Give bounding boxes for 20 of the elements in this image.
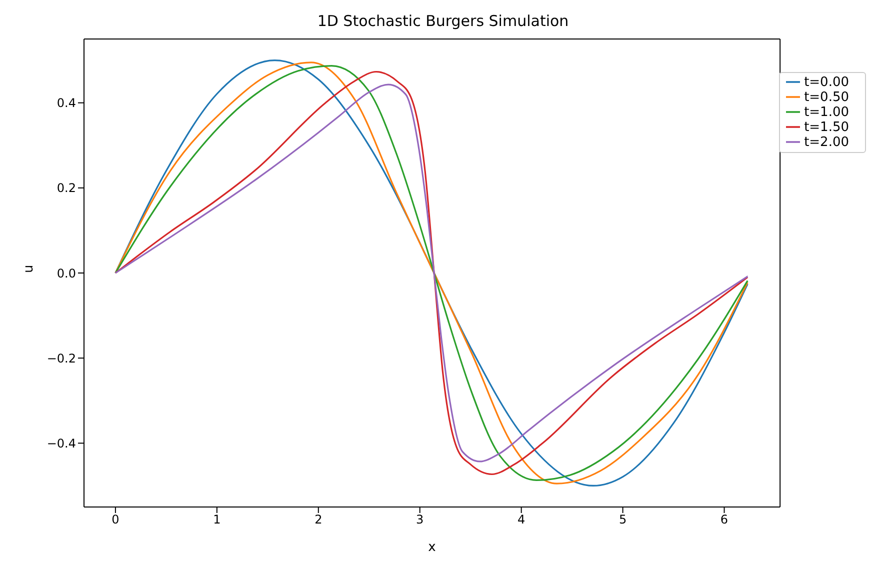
x-tick-label: 3 <box>416 512 424 527</box>
x-axis-title: x <box>428 540 436 555</box>
legend-label: t=0.00 <box>804 75 849 90</box>
x-tick-label: 5 <box>618 512 627 527</box>
y-axis-title: u <box>22 264 37 273</box>
y-tick-label: −0.4 <box>46 436 76 450</box>
legend-label: t=1.00 <box>804 105 849 120</box>
x-tick-label: 6 <box>720 512 728 527</box>
y-tick-label: 0.4 <box>56 96 76 110</box>
x-tick-label: 4 <box>518 512 526 527</box>
y-tick-label: 0.0 <box>56 266 76 280</box>
legend-label: t=0.50 <box>804 90 849 105</box>
legend-label: t=2.00 <box>804 135 849 150</box>
x-tick-label: 2 <box>314 512 322 527</box>
x-tick-label: 0 <box>112 512 120 527</box>
y-tick-label: 0.2 <box>56 181 76 196</box>
chart-title: 1D Stochastic Burgers Simulation <box>316 11 570 32</box>
x-tick-label: 1 <box>213 512 221 527</box>
legend-label: t=1.50 <box>804 120 849 135</box>
y-tick-label: −0.2 <box>46 351 76 366</box>
